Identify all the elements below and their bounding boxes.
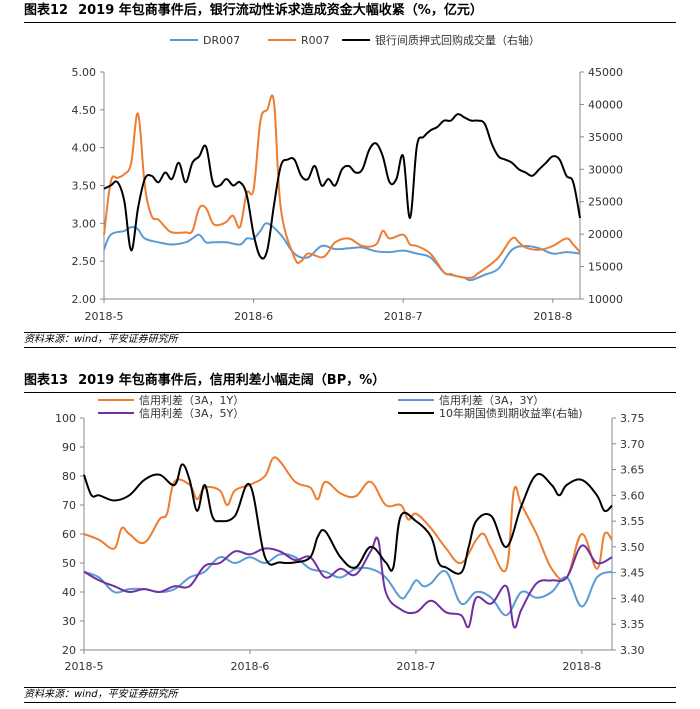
fig13-series-line-4 — [83, 463, 613, 575]
fig13-series-line-1 — [83, 456, 613, 581]
fig13-y-left-tick-label: 40 — [62, 586, 76, 599]
fig13-y-right-tick-label: 3.35 — [620, 618, 645, 631]
fig13-y-right-tick-label: 3.75 — [620, 412, 645, 425]
fig12-y-left-tick-label: 3.00 — [72, 217, 97, 230]
fig13-y-right-tick-label: 3.30 — [620, 644, 645, 657]
fig13-y-right-tick-label: 3.65 — [620, 464, 645, 477]
figure-12-chart: 2.00 2.50 3.00 3.50 4.00 4.50 5.00 10000 15000 20… — [72, 33, 624, 323]
fig12-y-right-tick-label: 35000 — [588, 131, 623, 144]
fig12-y-right-tick-label: 25000 — [588, 196, 623, 209]
fig13-y-left-tick-label: 50 — [62, 557, 76, 570]
fig12-y-right-tick-label: 20000 — [588, 228, 623, 241]
figure-13-title: 图表13 2019 年包商事件后，信用利差小幅走阔（BP，%） — [24, 372, 676, 393]
fig13-x-tick-label: 2018-5 — [65, 660, 104, 673]
fig12-legend-label-2: R007 — [301, 34, 330, 47]
fig13-y-right-tick-label: 3.40 — [620, 592, 645, 605]
fig13-legend-label-2: 信用利差（3A，3Y） — [439, 394, 544, 407]
fig12-x-tick-label: 2018-8 — [533, 310, 572, 323]
fig13-legend-label-3: 信用利差（3A，5Y） — [139, 406, 244, 420]
fig13-y-left-tick-label: 30 — [62, 615, 76, 628]
fig12-y-left-tick-label: 3.50 — [72, 180, 97, 193]
fig13-legend-label-1: 信用利差（3A，1Y） — [139, 394, 244, 407]
fig12-y-right-tick-label: 10000 — [588, 293, 623, 306]
fig13-x-tick-label: 2018-6 — [230, 660, 269, 673]
fig12-y-left-tick-label: 5.00 — [72, 66, 97, 79]
fig13-y-left-tick-label: 20 — [62, 644, 76, 657]
figure-12-title-text: 2019 年包商事件后，银行流动性诉求造成资金大幅收紧（%，亿元） — [78, 3, 483, 18]
fig13-y-right-tick-label: 3.60 — [620, 489, 645, 502]
fig12-y-left-tick-label: 4.50 — [72, 104, 97, 117]
fig12-series-line-2 — [103, 94, 581, 279]
figure-13-title-text: 2019 年包商事件后，信用利差小幅走阔（BP，%） — [78, 373, 386, 388]
fig12-legend-label-3: 银行间质押式回购成交量（右轴） — [375, 33, 540, 47]
fig12-y-right-tick-label: 15000 — [588, 261, 623, 274]
fig12-y-right-tick-label: 30000 — [588, 163, 623, 176]
fig12-y-right-tick-label: 45000 — [588, 66, 623, 79]
fig13-series-line-3 — [83, 536, 613, 629]
fig13-y-left-tick-label: 60 — [62, 528, 76, 541]
fig12-legend-label-1: DR007 — [203, 34, 240, 47]
fig13-y-left-tick-label: 80 — [62, 470, 76, 483]
fig12-y-right-tick-label: 40000 — [588, 98, 623, 111]
fig13-x-tick-label: 2018-7 — [396, 660, 435, 673]
fig13-y-right-tick-label: 3.55 — [620, 515, 645, 528]
fig13-y-right-tick-label: 3.50 — [620, 541, 645, 554]
fig12-y-left-tick-label: 2.00 — [72, 293, 97, 306]
fig13-y-left-tick-label: 90 — [62, 441, 76, 454]
fig13-y-right-tick-label: 3.70 — [620, 438, 645, 451]
figure-13-number: 图表13 — [24, 373, 69, 388]
fig12-y-left-tick-label: 4.00 — [72, 142, 97, 155]
fig13-legend-label-4: 10年期国债到期收益率(右轴) — [439, 406, 583, 420]
fig12-x-tick-label: 2018-7 — [384, 310, 423, 323]
fig13-series-line-2 — [83, 552, 613, 617]
fig13-x-tick-label: 2018-8 — [562, 660, 601, 673]
fig12-series-line-1 — [103, 222, 581, 282]
figure-12-number: 图表12 — [24, 3, 69, 18]
fig12-series-line-3 — [103, 113, 581, 260]
fig12-y-left-tick-label: 2.50 — [72, 255, 97, 268]
figure-13-source: 资料来源：wind，平安证券研究所 — [24, 687, 676, 703]
fig13-y-left-tick-label: 70 — [62, 499, 76, 512]
figure-13-chart: 20 30 40 50 60 70 80 90 100 3.30 3.35 3.40 3.45 3.50 3… — [55, 394, 645, 673]
figure-12-title: 图表12 2019 年包商事件后，银行流动性诉求造成资金大幅收紧（%，亿元） — [24, 2, 676, 23]
fig12-x-tick-label: 2018-6 — [234, 310, 273, 323]
figure-12-source: 资料来源：wind，平安证券研究所 — [24, 332, 676, 348]
fig13-y-left-tick-label: 100 — [55, 412, 76, 425]
fig13-y-right-tick-label: 3.45 — [620, 567, 645, 580]
fig12-x-tick-label: 2018-5 — [85, 310, 124, 323]
